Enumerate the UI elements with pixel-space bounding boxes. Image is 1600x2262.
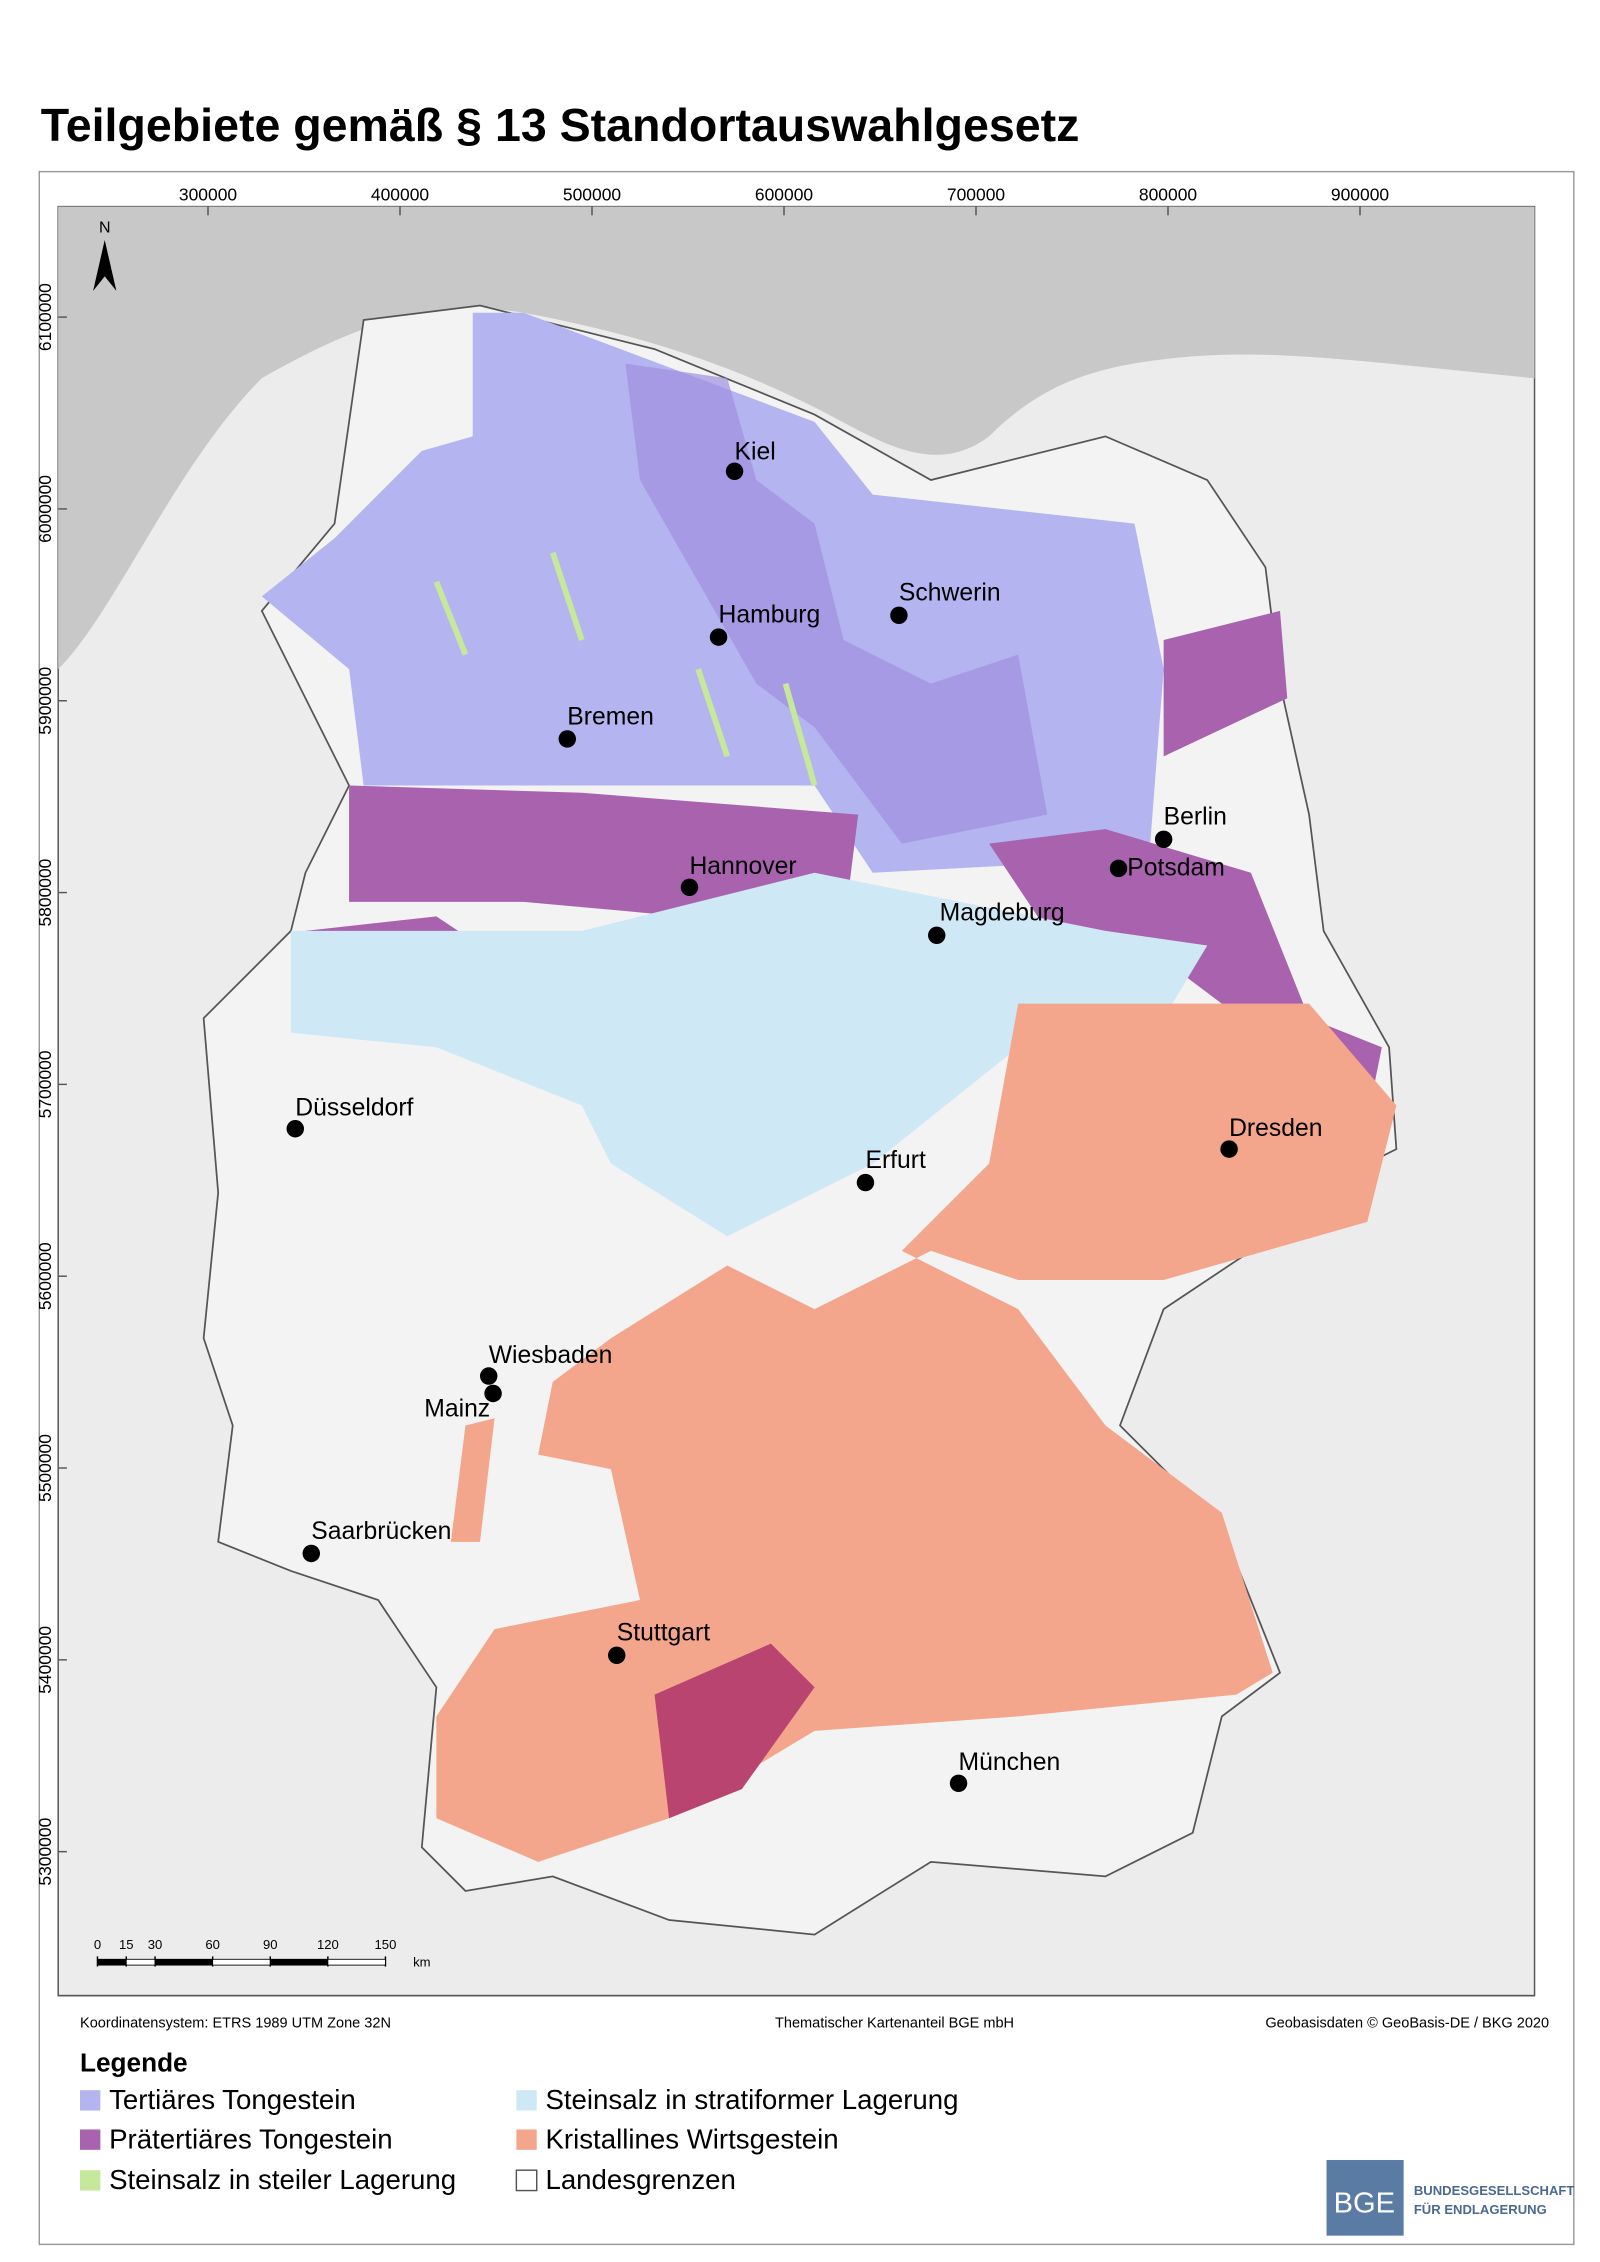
y-tick-label: 5700000 <box>35 1050 55 1118</box>
scale-label: 90 <box>263 1937 278 1952</box>
city-label: Potsdam <box>1127 855 1225 882</box>
city-dot <box>558 730 576 748</box>
city-dot <box>856 1173 875 1192</box>
footer-thematic: Thematischer Kartenanteil BGE mbH <box>775 2016 1014 2032</box>
legend-swatch <box>80 2129 101 2150</box>
title: Teilgebiete gemäß § 13 Standortauswahlge… <box>41 99 1080 151</box>
city-label: Dresden <box>1229 1115 1322 1142</box>
scale-segment <box>154 1958 214 1966</box>
x-tick-label: 600000 <box>755 185 813 205</box>
scale-label: 120 <box>317 1937 339 1952</box>
legend-label: Kristallines Wirtsgestein <box>545 2123 838 2154</box>
region-overlap <box>654 1643 815 1819</box>
y-tick-label: 5600000 <box>35 1242 55 1310</box>
scale-label: 60 <box>205 1937 220 1952</box>
footer-crs: Koordinatensystem: ETRS 1989 UTM Zone 32… <box>80 2016 391 2032</box>
legend-swatch <box>80 2090 101 2111</box>
legend-swatch <box>515 2169 538 2192</box>
city-dot <box>890 606 908 625</box>
scale-unit: km <box>413 1955 431 1970</box>
region-steep-salt <box>433 551 818 787</box>
y-tick-label: 5900000 <box>35 667 55 735</box>
city-label: München <box>959 1749 1061 1776</box>
city-label: Mainz <box>424 1396 490 1423</box>
legend-title: Legende <box>80 2047 188 2077</box>
outer-frame <box>38 170 1575 2246</box>
logo-line2: FÜR ENDLAGERUNG <box>1414 2202 1547 2217</box>
city-dot <box>286 1120 304 1138</box>
legend-label: Steinsalz in steiler Lagerung <box>109 2164 456 2195</box>
y-tick-label: 5800000 <box>35 858 55 926</box>
city-label: Wiesbaden <box>489 1342 613 1369</box>
scale-segment <box>125 1958 156 1966</box>
city-label: Schwerin <box>899 580 1001 607</box>
city-label: Erfurt <box>865 1147 926 1174</box>
scale-segment <box>97 1958 127 1966</box>
city-dot <box>1109 859 1128 878</box>
scale-label: 15 <box>119 1937 134 1952</box>
city-dot <box>680 878 699 897</box>
scale-segment <box>212 1958 271 1966</box>
sea <box>58 206 1535 670</box>
y-tick-label: 6100000 <box>35 283 55 351</box>
legend-label: Tertiäres Tongestein <box>109 2084 356 2115</box>
x-tick-label: 800000 <box>1139 185 1197 205</box>
legend-swatch <box>516 2129 537 2150</box>
city-label: Berlin <box>1164 804 1227 831</box>
legend-swatch <box>80 2170 101 2191</box>
city-dot <box>608 1646 626 1665</box>
city-label: Saarbrücken <box>311 1518 451 1545</box>
y-tick-label: 5500000 <box>35 1434 55 1502</box>
scale-segment <box>269 1958 329 1966</box>
scale-label: 0 <box>94 1937 101 1952</box>
scale-label: 30 <box>148 1937 163 1952</box>
region-strat-salt <box>290 872 1208 1237</box>
logo-box <box>1326 2160 1404 2236</box>
city-dot <box>709 628 728 646</box>
city-dot <box>928 926 946 945</box>
city-dot <box>1220 1140 1238 1158</box>
city-dot <box>1154 830 1173 849</box>
city-label: Kiel <box>735 439 776 466</box>
x-tick-label: 700000 <box>947 185 1005 205</box>
north-label: N <box>99 220 111 237</box>
city-dot <box>302 1544 320 1563</box>
x-tick-label: 300000 <box>179 185 237 205</box>
city-dot <box>949 1774 968 1793</box>
scale-segment <box>327 1958 386 1966</box>
city-label: Bremen <box>567 703 654 730</box>
city-dot <box>480 1367 498 1385</box>
map: N <box>57 205 1536 1997</box>
footer-basedata: Geobasisdaten © GeoBasis-DE / BKG 2020 <box>1265 2016 1549 2032</box>
legend-label: Landesgrenzen <box>545 2164 735 2195</box>
x-tick-label: 500000 <box>563 185 621 205</box>
scale-label: 150 <box>375 1937 397 1952</box>
region-pretertiary <box>305 610 1382 1121</box>
north-arrow <box>93 240 117 291</box>
city-label: Stuttgart <box>617 1620 711 1647</box>
y-tick-label: 6000000 <box>35 475 55 543</box>
legend-label: Steinsalz in stratiformer Lagerung <box>545 2084 958 2115</box>
city-label: Magdeburg <box>940 900 1065 927</box>
legend-swatch <box>516 2090 537 2111</box>
x-tick-label: 400000 <box>371 185 429 205</box>
city-dot <box>484 1384 502 1403</box>
region-tertiary-dense <box>625 363 1048 844</box>
region-crystalline <box>436 1003 1397 1862</box>
x-tick-label: 900000 <box>1331 185 1389 205</box>
city-dot <box>725 462 744 481</box>
city-label: Hannover <box>689 853 796 880</box>
city-label: Düsseldorf <box>295 1095 413 1122</box>
logo-line1: BUNDESGESELLSCHAFT <box>1414 2183 1575 2198</box>
legend-label: Prätertiäres Tongestein <box>109 2123 393 2154</box>
city-label: Hamburg <box>719 602 821 629</box>
y-tick-label: 5400000 <box>35 1626 55 1694</box>
y-tick-label: 5300000 <box>35 1817 55 1885</box>
logo-mark: BGE <box>1334 2187 1395 2219</box>
